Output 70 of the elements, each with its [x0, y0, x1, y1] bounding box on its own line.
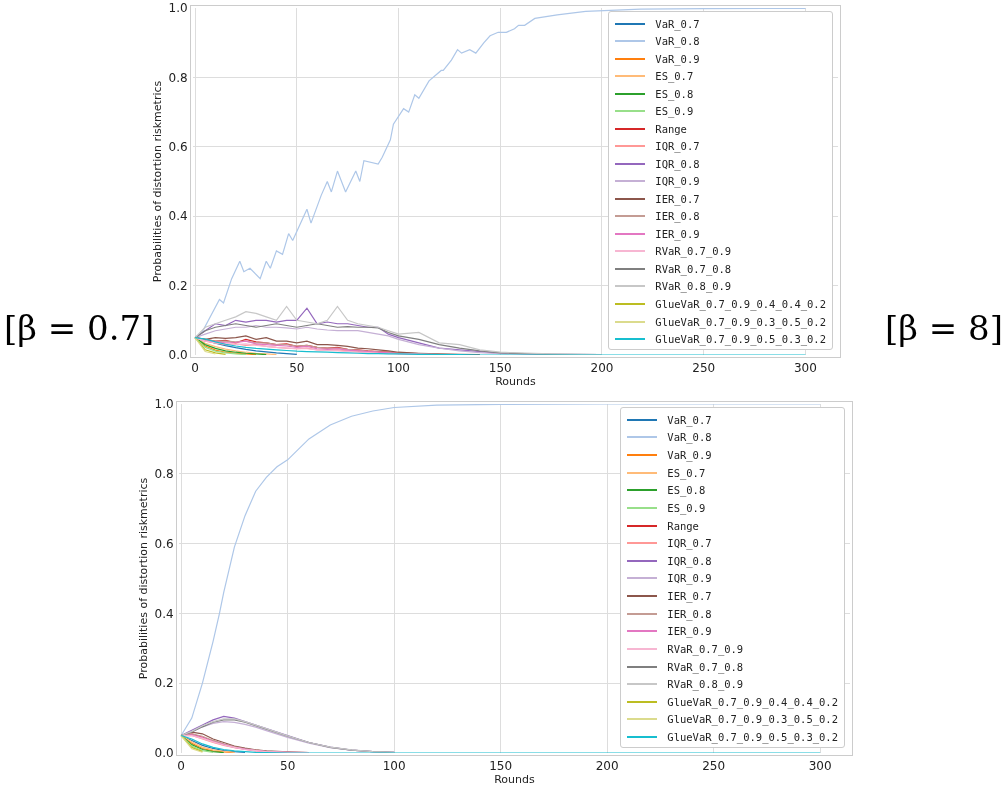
x-tick-label: 150 — [489, 759, 513, 774]
y-tick-label: 0.0 — [154, 746, 174, 761]
legend-label: GlueVaR_0.7_0.9_0.4_0.4_0.2 — [655, 298, 826, 310]
legend-label: VaR_0.9 — [655, 52, 700, 65]
legend-label: IER_0.9 — [667, 625, 712, 638]
legend-label: VaR_0.8 — [667, 431, 712, 444]
x-tick-label: 300 — [808, 759, 832, 774]
legend-label: GlueVaR_0.7_0.9_0.4_0.4_0.2 — [667, 695, 838, 708]
legend-label: ES_0.8 — [667, 484, 706, 497]
legend-label: IQR_0.9 — [667, 572, 712, 585]
legend-label: IER_0.8 — [667, 607, 712, 620]
x-tick-label: 150 — [488, 361, 512, 376]
legend-label: VaR_0.7 — [655, 17, 700, 30]
legend-label: Range — [655, 122, 687, 135]
x-tick-label: 100 — [387, 361, 410, 376]
x-tick-label: 0 — [177, 759, 185, 774]
y-tick-label: 0.4 — [168, 209, 188, 224]
y-tick-label: 0.2 — [168, 278, 188, 293]
y-tick-label: 0.6 — [154, 536, 174, 551]
x-tick-label: 0 — [191, 361, 199, 376]
legend-label: GlueVaR_0.7_0.9_0.5_0.3_0.2 — [655, 333, 826, 346]
legend-label: IQR_0.7 — [667, 537, 712, 550]
legend-label: ES_0.9 — [667, 501, 706, 514]
legend-label: IER_0.9 — [655, 227, 700, 240]
x-tick-label: 200 — [595, 759, 619, 774]
legend-label: IER_0.8 — [655, 210, 700, 223]
y-tick-label: 0.2 — [154, 676, 174, 691]
legend-label: Range — [667, 519, 699, 532]
legend-label: RVaR_0.7_0.9 — [667, 642, 744, 655]
legend-label: GlueVaR_0.7_0.9_0.3_0.5_0.2 — [655, 315, 826, 328]
x-tick-label: 200 — [590, 361, 614, 376]
y-tick-label: 0.0 — [168, 348, 188, 363]
legend-label: VaR_0.7 — [667, 413, 712, 426]
legend-label: VaR_0.9 — [667, 449, 712, 462]
x-axis-title: Rounds — [495, 375, 537, 389]
legend-label: RVaR_0.7_0.9 — [655, 245, 732, 258]
y-tick-label: 1.0 — [154, 397, 174, 412]
x-tick-label: 50 — [289, 361, 305, 376]
legend-label: ES_0.9 — [655, 105, 694, 118]
legend-label: IQR_0.8 — [655, 157, 700, 170]
legend-label: RVaR_0.7_0.8 — [667, 660, 744, 673]
y-tick-label: 0.4 — [154, 606, 174, 621]
y-tick-label: 0.8 — [168, 70, 188, 85]
legend-label: RVaR_0.8_0.9 — [667, 678, 744, 691]
legend-label: RVaR_0.7_0.8 — [655, 262, 732, 275]
y-tick-label: 1.0 — [168, 1, 188, 16]
legend-label: IQR_0.7 — [655, 140, 700, 153]
x-tick-label: 250 — [702, 759, 726, 774]
y-axis-title: Probabilities of distortion riskmetrics — [151, 80, 165, 283]
legend-label: VaR_0.8 — [655, 35, 700, 48]
legend-label: IER_0.7 — [667, 590, 712, 603]
legend-label: ES_0.7 — [667, 466, 706, 479]
y-tick-label: 0.8 — [154, 467, 174, 481]
x-tick-label: 300 — [793, 361, 817, 376]
legend-label: IER_0.7 — [655, 192, 700, 205]
x-tick-label: 100 — [382, 759, 406, 774]
x-axis-title: Rounds — [494, 773, 536, 787]
text: [β = 0.7] — [4, 308, 155, 348]
text: [β = 8] — [885, 308, 1003, 348]
legend-label: ES_0.7 — [655, 70, 694, 83]
legend-label: IQR_0.9 — [655, 175, 700, 188]
legend-label: IQR_0.8 — [667, 554, 712, 567]
x-tick-label: 50 — [280, 759, 296, 774]
legend-label: GlueVaR_0.7_0.9_0.3_0.5_0.2 — [667, 713, 838, 726]
legend-label: ES_0.8 — [655, 87, 694, 100]
legend-label: GlueVaR_0.7_0.9_0.5_0.3_0.2 — [667, 731, 838, 744]
x-tick-label: 250 — [692, 361, 716, 376]
y-tick-label: 0.6 — [168, 140, 188, 154]
y-axis-title: Probabilities of distortion riskmetrics — [137, 477, 151, 680]
legend-label: RVaR_0.8_0.9 — [655, 280, 732, 293]
